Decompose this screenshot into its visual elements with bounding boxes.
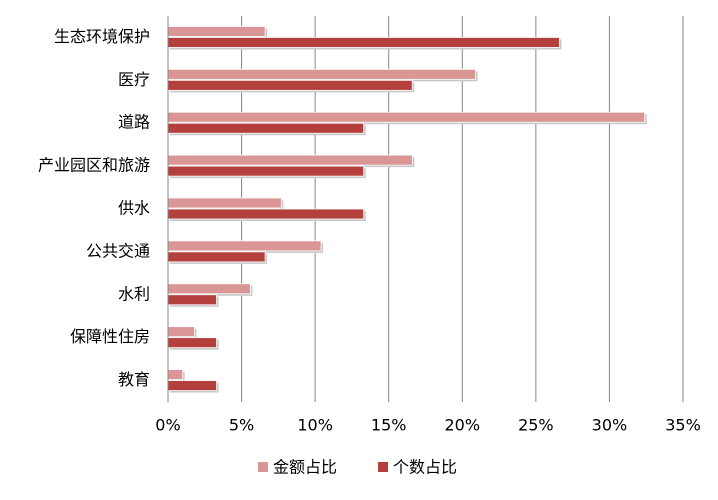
- bar: [167, 251, 266, 263]
- bar: [167, 197, 282, 209]
- x-tick-label: 20%: [445, 416, 481, 435]
- bar: [167, 154, 413, 166]
- y-tick-label: 医疗: [118, 70, 150, 89]
- bar: [167, 68, 476, 80]
- x-tick-label: 25%: [518, 416, 554, 435]
- x-tick-label: 30%: [592, 416, 628, 435]
- x-tick-label: 0%: [155, 416, 180, 435]
- bar: [167, 37, 560, 48]
- legend-label: 个数占比: [393, 458, 457, 477]
- legend-label: 金额占比: [273, 458, 337, 477]
- y-tick-label: 公共交通: [86, 241, 150, 260]
- bar: [167, 111, 646, 123]
- y-tick-label: 产业园区和旅游: [38, 156, 150, 175]
- bar: [167, 337, 217, 349]
- legend-swatch: [258, 462, 268, 472]
- legend-swatch: [378, 462, 388, 472]
- y-tick-label: 保障性住房: [70, 327, 150, 346]
- y-tick-label: 水利: [118, 284, 150, 303]
- x-tick-label: 15%: [371, 416, 407, 435]
- x-tick-label: 5%: [229, 416, 254, 435]
- y-tick-label: 教育: [118, 370, 150, 389]
- y-tick-label: 供水: [118, 199, 150, 218]
- y-tick-label: 道路: [118, 113, 150, 132]
- bar: [167, 122, 365, 134]
- bar: [167, 79, 413, 91]
- bar: [167, 240, 322, 252]
- bar: [167, 326, 195, 338]
- bar: [167, 165, 365, 177]
- y-tick-label: 生态环境保护: [54, 27, 150, 46]
- x-tick-label: 10%: [297, 416, 333, 435]
- bar: [167, 369, 184, 380]
- x-tick-label: 35%: [665, 416, 701, 435]
- bar: [167, 283, 251, 295]
- bar: [167, 208, 365, 220]
- bar: [167, 294, 217, 306]
- bar: [167, 380, 217, 391]
- bar: [167, 26, 266, 37]
